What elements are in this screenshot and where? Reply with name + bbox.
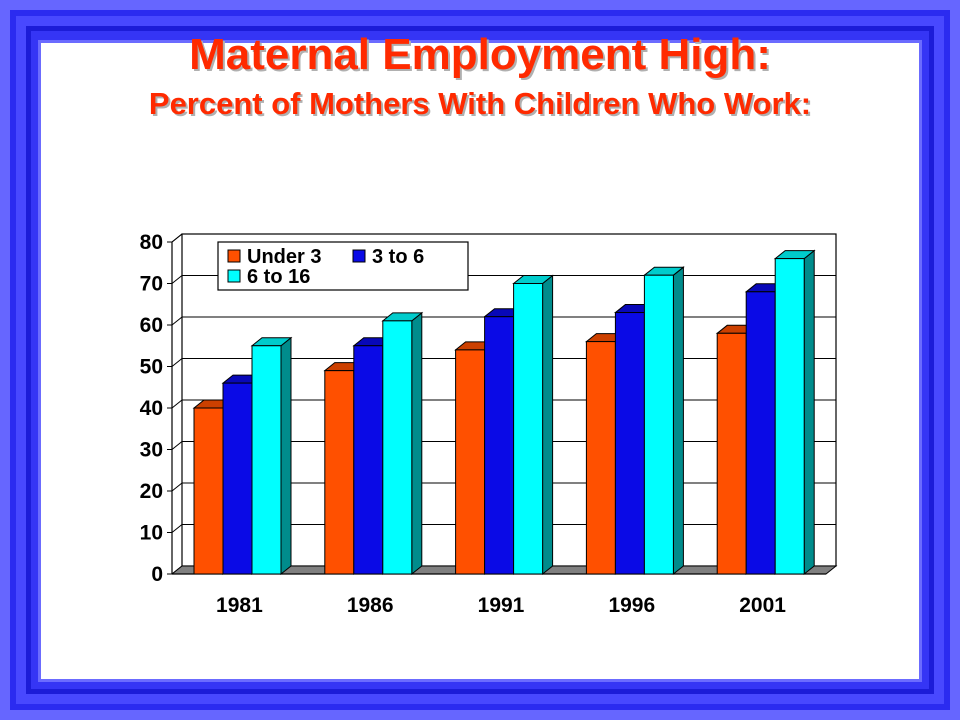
y-tick-label: 10 [140, 522, 163, 545]
bar-1991-6-to-16 [512, 274, 555, 576]
slide-title: Maternal Employment High: [189, 30, 771, 79]
x-tick-label: 1991 [478, 594, 525, 617]
gridline-side [171, 275, 183, 284]
bar-1986-6-to-16 [381, 311, 424, 576]
bar-1991-6-to-16-side [542, 274, 554, 576]
y-axis-top [171, 233, 183, 243]
x-tick-label: 1981 [216, 594, 263, 617]
bar-1986-6-to-16-front [382, 320, 413, 575]
legend-swatch-3-to-6 [352, 249, 366, 263]
gridline-side [171, 441, 183, 450]
gridline-side [171, 482, 183, 492]
bar-2001-3-to-6-front [745, 291, 776, 575]
legend-swatch-6-to-16 [227, 269, 241, 283]
y-tick-label: 80 [140, 231, 163, 254]
bar-2001-under-3-front [716, 332, 747, 575]
bar-1981-6-to-16-side [280, 336, 292, 576]
legend-box [217, 241, 469, 291]
bar-1986-under-3-front [324, 370, 355, 575]
y-tick-label: 60 [140, 314, 163, 337]
legend-swatch-under-3 [227, 249, 241, 263]
bar-1991-6-to-16-front [513, 283, 544, 575]
y-tick-label: 20 [140, 480, 163, 503]
bar-1996-3-to-6-front [614, 312, 645, 575]
bar-1981-6-to-16 [250, 336, 293, 576]
legend-label-under-3: Under 3 [247, 246, 321, 268]
bar-2001-6-to-16-front [774, 258, 805, 575]
bar-2001-6-to-16 [773, 249, 816, 576]
y-tick-label: 50 [140, 356, 163, 379]
bar-1996-6-to-16 [642, 266, 685, 576]
bar-2001-6-to-16-side [803, 249, 815, 576]
bar-1981-3-to-6-front [222, 382, 253, 575]
bar-1991-under-3-front [455, 349, 486, 575]
gridline-side [171, 524, 183, 533]
bar-1996-under-3-front [585, 341, 616, 575]
legend-label-6-to-16: 6 to 16 [247, 266, 310, 288]
y-tick-label: 70 [140, 273, 163, 296]
y-tick-label: 0 [151, 563, 163, 586]
bar-1986-3-to-6-front [353, 345, 384, 575]
x-tick-label: 1996 [608, 594, 655, 617]
bar-1991-3-to-6-front [484, 316, 515, 575]
gridline-side [171, 358, 183, 367]
x-tick-label: 1986 [347, 594, 394, 617]
legend-label-3-to-6: 3 to 6 [372, 246, 424, 268]
gridline-side [171, 399, 183, 409]
bar-1981-under-3-front [193, 407, 224, 575]
bar-1981-6-to-16-front [251, 345, 282, 575]
y-tick-label: 30 [140, 439, 163, 462]
bar-1986-6-to-16-side [411, 311, 423, 576]
y-tick-label: 40 [140, 397, 163, 420]
x-tick-label: 2001 [739, 594, 786, 617]
bar-1996-6-to-16-front [643, 274, 674, 575]
slide-subtitle: Percent of Mothers With Children Who Wor… [148, 86, 812, 121]
bar-1996-6-to-16-side [672, 266, 684, 576]
gridline-side [171, 316, 183, 326]
